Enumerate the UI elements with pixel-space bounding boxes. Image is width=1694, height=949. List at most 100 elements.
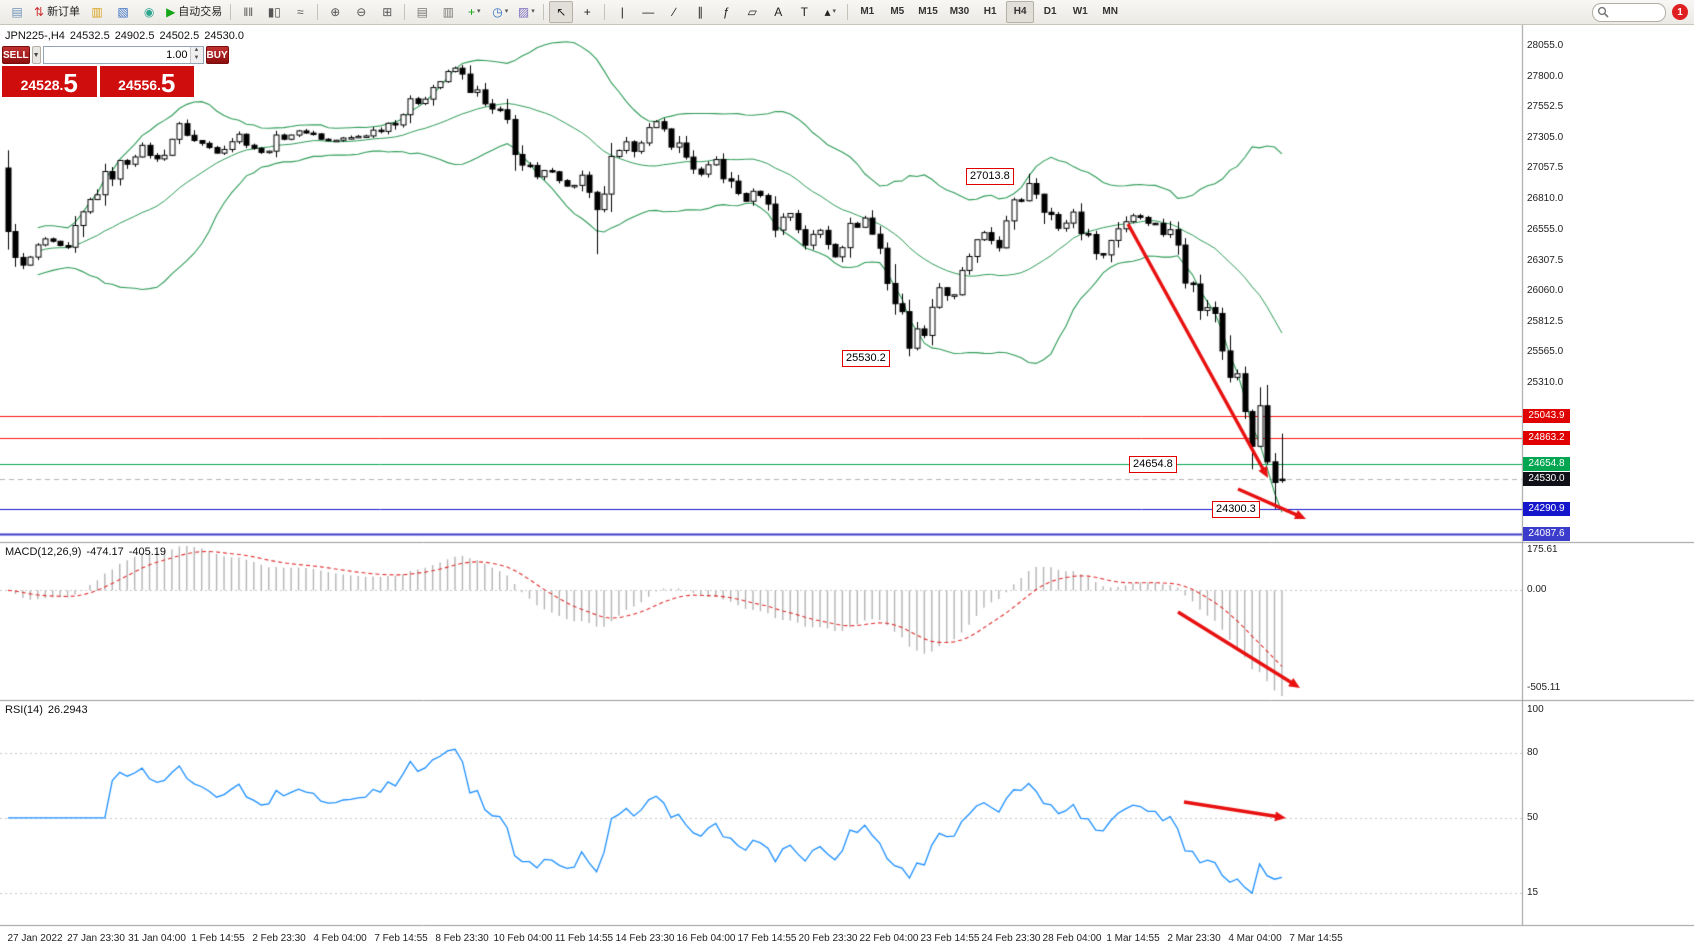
toolbar: ▤ ⇅ 新订单 ▥ ▧ ◉ ▶ 自动交易 ‖‖ ▮▯ ≈ ⊕ ⊖ ⊞ ▤ ▥ + ▾ ◷ ▾ ▨ ▾ ↖ + | — ∕ ∥ ƒ ▱ A T ▴…	[0, 0, 1694, 25]
market-watch-icon: ▥	[91, 5, 103, 19]
volume-dropdown-button[interactable]: ▼	[31, 46, 41, 64]
timeframe-h1-button[interactable]: H1	[983, 6, 997, 17]
indicators-icon: +	[468, 5, 476, 19]
timeframe-m5-button[interactable]: M5	[890, 6, 905, 17]
navigator-icon: ◉	[143, 5, 155, 19]
shapes-icon: ▱	[747, 5, 757, 19]
ohlc-low: 24502.5	[159, 30, 200, 42]
autotrading-button[interactable]: ▶ 自动交易	[163, 1, 225, 23]
macd-value-main: -474.17	[86, 546, 124, 558]
auto-arrange-icon: ▤	[416, 5, 428, 19]
one-click-trading-panel: SELL ▼ ▲ ▼ BUY 24528.5 24556.5	[2, 46, 229, 98]
stepper-up-icon[interactable]: ▲	[190, 47, 203, 55]
volume-input[interactable]	[43, 47, 190, 63]
tile-windows-button[interactable]: ⊞	[375, 1, 399, 23]
toolbar-right: 1	[1592, 2, 1690, 23]
sell-price-display[interactable]: 24528. 5	[2, 66, 97, 97]
ohlc-close: 24530.0	[204, 30, 244, 42]
new-chart-button[interactable]: ▤	[5, 1, 29, 23]
volume-stepper[interactable]: ▲ ▼	[189, 47, 203, 63]
zoom-out-icon: ⊖	[356, 5, 367, 19]
cursor-button[interactable]: ↖	[549, 1, 574, 23]
chart-candles-icon: ▮▯	[267, 5, 281, 19]
chart-bars-button[interactable]: ‖‖	[236, 1, 260, 23]
timeframe-w1-button[interactable]: W1	[1072, 6, 1088, 17]
toolbar-separator	[230, 4, 232, 20]
timeframe-m15-button[interactable]: M15	[918, 6, 938, 17]
autotrading-icon: ▶	[166, 5, 176, 19]
timeframe-d1-button[interactable]: D1	[1043, 6, 1057, 17]
search-box[interactable]	[1592, 2, 1666, 23]
buy-button[interactable]: BUY	[205, 46, 229, 64]
chart-line-button[interactable]: ≈	[288, 1, 312, 23]
rsi-value: 26.2943	[47, 704, 88, 716]
horizontal-line-button[interactable]: —	[636, 1, 660, 23]
trendline-button[interactable]: ∕	[662, 1, 686, 23]
auto-arrange-button[interactable]: ▤	[410, 1, 434, 23]
toolbar-search-input[interactable]	[1612, 5, 1662, 23]
sell-button[interactable]: SELL	[2, 46, 30, 64]
new-order-button[interactable]: ⇅ 新订单	[31, 1, 83, 23]
caret-down-icon: ▾	[504, 8, 509, 15]
arrows-tool-icon: ▴	[824, 5, 831, 19]
vertical-line-icon: |	[620, 5, 624, 19]
macd-name: MACD(12,26,9)	[5, 546, 82, 558]
zoom-out-button[interactable]: ⊖	[349, 1, 373, 23]
timeframe-mn-button[interactable]: MN	[1102, 6, 1118, 17]
volume-field: ▲ ▼	[42, 46, 204, 64]
cascade-windows-icon: ▥	[442, 5, 454, 19]
text-button[interactable]: A	[766, 1, 790, 23]
ohlc-high: 24902.5	[114, 30, 155, 42]
toolbar-separator	[847, 4, 849, 20]
timeframe-m1-button[interactable]: M1	[860, 6, 875, 17]
rsi-label: RSI(14) 26.2943	[5, 704, 93, 716]
chart-bars-icon: ‖‖	[243, 5, 254, 19]
caret-down-icon: ▾	[832, 8, 837, 15]
zoom-in-icon: ⊕	[330, 5, 341, 19]
stepper-down-icon[interactable]: ▼	[190, 55, 203, 63]
indicators-button[interactable]: + ▾	[462, 1, 486, 23]
symbol-title: JPN225-,H4	[5, 30, 65, 42]
caret-down-icon: ▾	[477, 8, 481, 15]
toolbar-separator	[404, 4, 406, 20]
templates-icon: ▨	[517, 5, 530, 19]
search-icon	[1597, 6, 1609, 18]
rsi-name: RSI(14)	[5, 704, 43, 716]
timeframe-m30-button[interactable]: M30	[949, 6, 970, 17]
fibonacci-icon: ƒ	[722, 5, 730, 19]
ohlc-open: 24532.5	[69, 30, 110, 42]
chart-line-icon: ≈	[297, 5, 304, 19]
buy-price-display[interactable]: 24556. 5	[99, 66, 194, 98]
profile-button[interactable]: ▧	[111, 1, 135, 23]
crosshair-icon: +	[583, 5, 591, 19]
fibonacci-button[interactable]: ƒ	[714, 1, 738, 23]
crosshair-button[interactable]: +	[575, 1, 599, 23]
templates-button[interactable]: ▨ ▾	[514, 1, 538, 23]
periods-button[interactable]: ◷ ▾	[488, 1, 512, 23]
text-label-icon: T	[800, 5, 808, 19]
vertical-line-button[interactable]: |	[610, 1, 634, 23]
buy-price-big: 5	[160, 68, 176, 98]
notification-badge[interactable]: 1	[1672, 4, 1688, 20]
text-icon: A	[774, 5, 783, 19]
market-watch-button[interactable]: ▥	[85, 1, 109, 23]
cascade-windows-button[interactable]: ▥	[436, 1, 460, 23]
arrows-tool-button[interactable]: ▴ ▾	[818, 1, 842, 23]
autotrading-label: 自动交易	[178, 6, 223, 18]
new-chart-icon: ▤	[11, 5, 23, 19]
horizontal-line-icon: —	[642, 5, 655, 19]
periods-icon: ◷	[492, 5, 503, 19]
text-label-button[interactable]: T	[792, 1, 816, 23]
navigator-button[interactable]: ◉	[137, 1, 161, 23]
zoom-in-button[interactable]: ⊕	[323, 1, 347, 23]
chart-candles-button[interactable]: ▮▯	[262, 1, 286, 23]
toolbar-separator	[604, 4, 606, 20]
channel-button[interactable]: ∥	[688, 1, 712, 23]
tile-windows-icon: ⊞	[382, 5, 393, 19]
channel-icon: ∥	[697, 5, 704, 19]
toolbar-separator	[317, 4, 319, 20]
shapes-button[interactable]: ▱	[740, 1, 764, 23]
timeframe-h4-button[interactable]: H4	[1006, 1, 1035, 23]
